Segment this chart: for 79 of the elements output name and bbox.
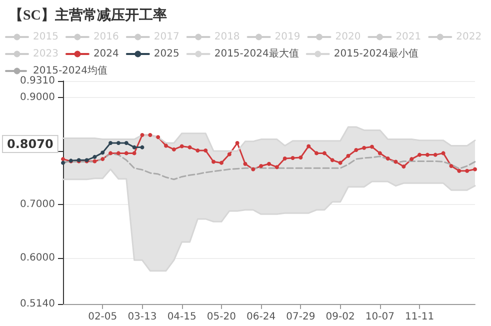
point [402,164,406,169]
point [457,168,462,173]
y-tick-label: 0.6000 [20,252,55,264]
point [449,164,454,168]
point [425,152,430,157]
x-tick-label: 06-24 [246,312,276,322]
x-tick-label: 02-05 [88,312,118,322]
point [330,158,334,162]
point [227,152,232,156]
y-tick-label: 0.5140 [20,298,55,310]
point [108,141,113,146]
y-tick-label: 0.7000 [20,199,55,210]
point [259,164,264,168]
legend-label: 2015-2024最大值 [214,48,299,60]
x-tick-label: 05-20 [206,312,236,322]
point [410,157,414,162]
point [441,151,446,156]
point [132,151,136,156]
point [124,151,128,156]
y-tick-label: 0.9310 [20,76,55,86]
point [116,141,120,146]
point [473,167,477,172]
point [61,157,65,162]
point [180,144,184,148]
point [282,156,287,161]
point [156,135,160,140]
x-tick-label: 09-02 [326,312,355,322]
point [322,151,326,156]
point [204,148,208,153]
point [196,148,200,153]
point [370,144,374,149]
point [100,150,105,155]
point [386,156,390,161]
point [354,148,358,152]
y-tick-label: 0.9000 [20,92,55,104]
point [219,160,224,165]
point [92,159,97,164]
point [338,160,342,165]
point [433,152,438,157]
legend-label: 2024 [93,48,119,60]
point [378,151,382,156]
point [140,133,144,138]
x-tick-label: 03-13 [128,312,157,322]
x-tick-label: 07-29 [286,312,316,322]
point [108,151,113,156]
point [418,152,422,157]
text: 0.8070 [7,137,54,151]
legend-label: 2015-2024均值 [33,64,108,76]
point [116,151,120,156]
x-tick-label: 04-15 [167,312,196,322]
point [164,144,168,148]
point [362,146,366,150]
point [306,144,311,148]
point [267,162,271,166]
point [140,145,144,150]
legend-label: 2025 [154,48,180,60]
point [274,165,279,170]
point [172,147,176,152]
point [92,154,97,159]
point [212,160,216,164]
point [346,154,350,158]
point [124,141,128,146]
x-tick-label: 10-07 [365,312,394,322]
point [465,168,470,173]
point [243,162,248,166]
point [132,145,136,150]
line-series [62,152,476,180]
point [298,155,303,160]
x-tick-label: 11-11 [405,312,434,322]
chart-title: 【SC】主营常减压开工率 [9,6,167,24]
legend-label: 2015-2024最小值 [334,48,418,60]
point [251,167,256,172]
point [100,157,105,162]
point [290,156,295,160]
point [394,160,398,164]
point [188,145,192,150]
point [314,151,319,156]
point [61,160,65,165]
point [148,133,152,138]
